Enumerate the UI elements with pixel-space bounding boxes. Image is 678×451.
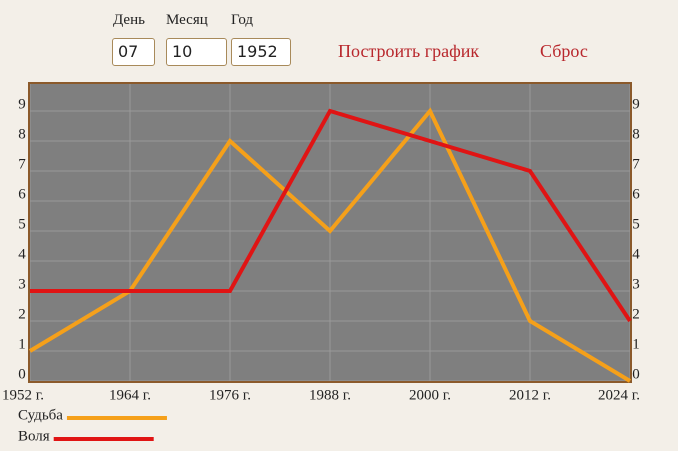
legend-label: Судьба xyxy=(18,407,63,423)
x-tick-label: 1976 г. xyxy=(209,387,251,403)
x-tick-label: 2012 г. xyxy=(509,387,551,403)
y-tick-label-right: 4 xyxy=(632,246,640,262)
y-tick-label: 3 xyxy=(18,276,26,292)
year-input[interactable]: 1952 xyxy=(231,38,291,66)
y-tick-label-right: 5 xyxy=(632,216,640,232)
build-button[interactable]: Построить график xyxy=(338,41,480,61)
field-label: Год xyxy=(231,12,254,28)
day-input[interactable]: 07 xyxy=(112,38,155,66)
plot-border xyxy=(28,82,632,383)
y-tick-label: 4 xyxy=(18,246,26,262)
x-tick-label: 2024 г. xyxy=(598,387,640,403)
y-tick-label: 1 xyxy=(18,336,26,352)
y-tick-label-right: 0 xyxy=(632,366,640,382)
y-tick-label: 6 xyxy=(18,186,26,202)
field-label: День xyxy=(113,12,145,28)
y-tick-label-right: 1 xyxy=(632,336,640,352)
y-tick-label: 0 xyxy=(18,366,26,382)
y-tick-label: 5 xyxy=(18,216,26,232)
y-tick-label-right: 2 xyxy=(632,306,640,322)
x-tick-label: 2000 г. xyxy=(409,387,451,403)
legend-label: Воля xyxy=(18,428,50,444)
y-tick-label-right: 7 xyxy=(632,156,640,172)
x-tick-label: 1952 г. xyxy=(2,387,44,403)
x-tick-label: 1964 г. xyxy=(109,387,151,403)
y-tick-label-right: 3 xyxy=(632,276,640,292)
y-tick-label: 2 xyxy=(18,306,26,322)
y-tick-label-right: 9 xyxy=(632,96,640,112)
field-label: Месяц xyxy=(166,12,208,28)
y-tick-label: 8 xyxy=(18,126,26,142)
reset-button[interactable]: Сброс xyxy=(540,41,588,61)
y-tick-label: 7 xyxy=(18,156,26,172)
month-input[interactable]: 10 xyxy=(166,38,227,66)
y-tick-label: 9 xyxy=(18,96,26,112)
x-tick-label: 1988 г. xyxy=(309,387,351,403)
y-tick-label-right: 8 xyxy=(632,126,640,142)
y-tick-label-right: 6 xyxy=(632,186,640,202)
series-line xyxy=(30,108,632,323)
